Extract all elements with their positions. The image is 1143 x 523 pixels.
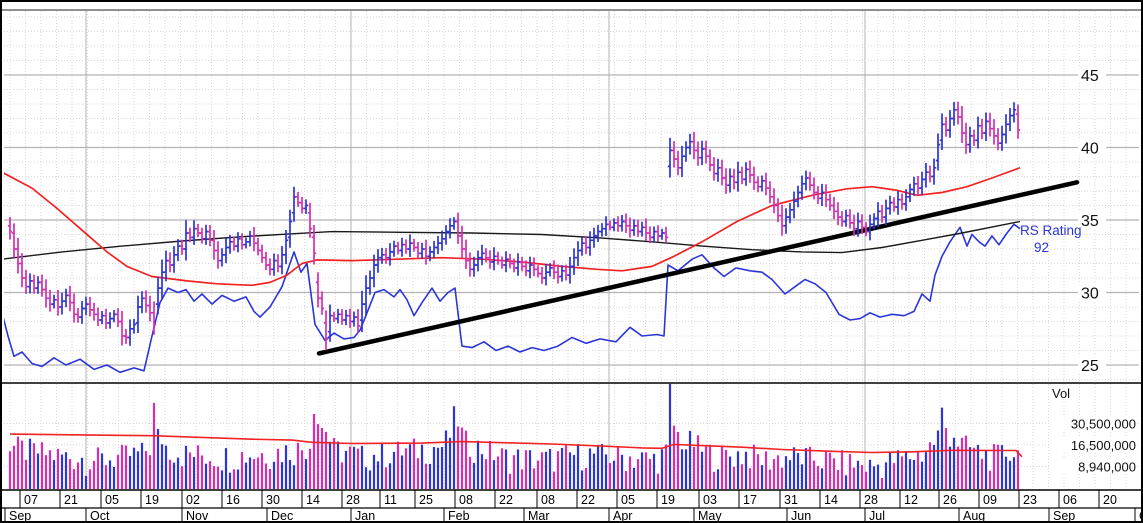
month-tick-label: Nov [186,509,209,521]
rs-rating-label: RS Rating [1020,223,1082,238]
volume-tick-label: 30,500,000 [1071,416,1136,431]
month-tick-label: Apr [613,509,632,521]
ohlc-bar [935,133,941,171]
price-tick-label: 40 [1081,141,1099,158]
ohlc-bar [131,319,137,334]
month-tick-label: Feb [448,509,470,521]
day-tick-label: 17 [743,493,757,507]
date-axis-months: Sep Oct Nov Dec Jan Feb Mar Apr May Jun Jul Aug Sep O [4,508,1141,521]
day-tick-label: 12 [904,493,918,507]
day-tick-label: 14 [824,493,838,507]
relative-strength-line [4,223,1021,374]
day-tick-label: 22 [581,493,595,507]
rs-rating-value: 92 [1034,240,1050,255]
volume-pane-title: Vol [1052,386,1071,401]
price-tick-label: 35 [1081,213,1099,230]
day-tick-label: 07 [24,493,38,507]
month-tick-label: Sep [1053,509,1075,521]
month-tick-label: Jul [869,509,885,521]
day-tick-label: 11 [384,493,397,507]
ohlc-bar [355,309,361,334]
day-tick-label: 06 [1063,493,1077,507]
month-tick-label: Oct [90,509,110,521]
price-axis-ticks: 45 40 35 30 25 [1078,66,1106,375]
ohlc-bar [931,158,937,185]
day-tick-label: 05 [621,493,635,507]
day-tick-label: 16 [226,493,240,507]
day-tick-label: 05 [105,493,119,507]
day-tick-label: 22 [499,493,513,507]
day-tick-label: 30 [266,493,280,507]
day-tick-label: 14 [306,493,320,507]
day-tick-label: 25 [419,493,433,507]
day-tick-label: 28 [346,493,360,507]
day-tick-label: 28 [864,493,878,507]
ohlc-bar [7,217,13,240]
day-tick-label: 02 [186,493,200,507]
volume-tick-label: 16,500,000 [1071,438,1136,453]
month-tick-label: Aug [963,509,985,521]
day-tick-label: 31 [784,493,798,507]
day-tick-label: 08 [541,493,555,507]
month-tick-label: Dec [271,509,293,521]
month-tick-label: Mar [528,509,550,521]
day-tick-label: 19 [661,493,675,507]
day-tick-label: 08 [459,493,473,507]
price-gridlines [4,16,1139,467]
ohlc-bar [663,226,669,243]
ohlc-bar [287,209,293,248]
volume-tick-label: 8,940,000 [1078,459,1136,474]
ohlc-bar [151,301,157,335]
day-tick-label: 03 [703,493,717,507]
day-tick-label: 09 [983,493,997,507]
month-tick-label: Sep [9,509,31,521]
volume-average-line [9,433,1023,458]
month-tick-label: May [698,509,722,521]
ohlc-bar [319,291,325,315]
day-tick-label: 21 [64,493,78,507]
ohlc-bar [323,310,329,351]
price-tick-label: 45 [1081,68,1099,85]
ohlc-bar [311,225,317,265]
vertical-gridlines [9,11,1127,489]
ohlc-bar [1011,102,1017,123]
volume-bars [8,384,1020,489]
volume-axis-ticks: 30,500,000 16,500,000 8,940,000 [1050,415,1138,474]
ohlc-bars [7,101,1021,351]
price-tick-label: 25 [1081,358,1099,375]
ohlc-bar [1015,104,1021,139]
month-tick-label: O [1139,509,1141,521]
trendline [316,180,1080,356]
day-tick-label: 20 [1103,493,1117,507]
ma-200-line [4,220,1021,260]
ohlc-bar [307,202,313,238]
ohlc-bar [303,199,309,214]
price-chart-surface[interactable] [4,10,1139,383]
price-tick-label: 30 [1081,286,1099,303]
day-tick-label: 26 [943,493,957,507]
date-axis-days: 07 21 05 19 02 16 30 14 28 11 25 08 22 08 22 05 19 03 17 31… [19,490,1117,508]
month-tick-label: Jan [355,509,375,521]
month-tick-label: Jun [791,509,811,521]
day-tick-label: 19 [145,493,159,507]
ohlc-bar [283,230,289,265]
day-tick-label: 23 [1023,493,1037,507]
